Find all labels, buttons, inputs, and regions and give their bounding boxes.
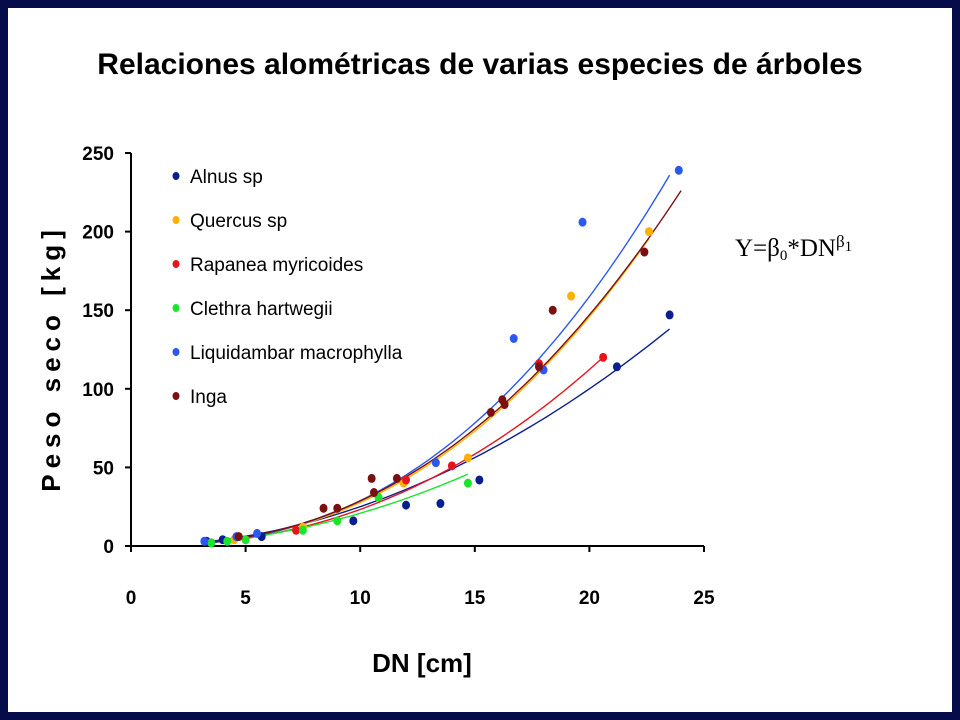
data-point [463, 453, 472, 463]
data-point [534, 362, 543, 372]
fit-curve [211, 190, 682, 543]
data-point [436, 499, 445, 509]
legend-label: Rapanea myricoides [190, 255, 363, 276]
legend-marker [172, 260, 180, 268]
formula-exponent: β1 [835, 232, 852, 255]
formula-mid: *DN [787, 235, 836, 262]
data-point [333, 516, 342, 526]
data-point [644, 227, 653, 237]
data-point [640, 247, 649, 257]
data-point [578, 217, 587, 227]
data-point [234, 532, 243, 542]
legend-marker [172, 348, 180, 356]
data-point [431, 458, 440, 468]
fit-curve [211, 238, 650, 544]
data-point [402, 500, 411, 510]
data-point [486, 407, 495, 417]
x-tick-label: 0 [126, 588, 137, 609]
data-point [298, 525, 307, 535]
allometric-formula: Y=β0*DNβ1 [735, 232, 852, 265]
y-tick-label: 150 [82, 301, 114, 322]
chart-legend: Alnus sp Quercus sp Rapanea myricoides Clet… [172, 167, 403, 408]
slide: Relaciones alométricas de varias especie… [8, 8, 952, 712]
allometry-chart: Relaciones alométricas de varias especie… [36, 48, 863, 678]
data-points [200, 165, 683, 548]
data-point [349, 516, 358, 526]
data-point [207, 538, 216, 548]
data-point [567, 291, 576, 301]
x-axis-label: DN [cm] [372, 648, 472, 678]
data-point [665, 310, 674, 320]
formula-lhs: Y=β [735, 235, 780, 262]
legend-marker [172, 216, 180, 224]
data-point [367, 473, 376, 483]
y-tick-label: 0 [103, 537, 114, 558]
data-point [200, 536, 209, 546]
data-point [548, 305, 557, 315]
x-tick-label: 20 [579, 588, 600, 609]
data-point [599, 352, 608, 362]
data-point [392, 473, 401, 483]
legend-marker [172, 392, 180, 400]
data-point [333, 503, 342, 513]
x-tick-label: 15 [464, 588, 486, 609]
data-point [612, 362, 621, 372]
legend-label: Alnus sp [190, 167, 263, 188]
fit-curve [211, 356, 604, 544]
x-tick-label: 25 [693, 588, 715, 609]
data-point [369, 488, 378, 498]
legend-marker [172, 304, 180, 312]
legend-marker [172, 172, 180, 180]
y-tick-label: 50 [93, 458, 114, 479]
data-point [253, 528, 262, 538]
data-point [241, 535, 250, 545]
data-point [463, 478, 472, 488]
chart-title: Relaciones alométricas de varias especie… [97, 48, 862, 81]
formula-beta0-subscript: 0 [779, 248, 788, 264]
legend-label: Inga [190, 387, 227, 408]
y-tick-label: 100 [82, 380, 114, 401]
legend-label: Clethra hartwegii [190, 299, 333, 320]
y-axis-label: Peso seco [kg] [36, 224, 66, 492]
data-point [402, 475, 411, 485]
x-tick-label: 10 [350, 588, 371, 609]
legend-label: Liquidambar macrophylla [190, 343, 403, 364]
data-point [509, 333, 518, 343]
y-tick-label: 250 [82, 144, 114, 165]
formula-exponent-symbol: β [835, 232, 845, 251]
y-tick-label: 200 [82, 223, 114, 244]
data-point [475, 475, 484, 485]
data-point [223, 536, 232, 546]
data-point [319, 503, 328, 513]
x-tick-label: 5 [240, 588, 251, 609]
data-point [498, 395, 507, 405]
legend-label: Quercus sp [190, 211, 287, 232]
formula-beta1-subscript: 1 [844, 239, 853, 255]
data-point [447, 461, 456, 471]
data-point [674, 165, 683, 175]
data-point [292, 525, 301, 535]
